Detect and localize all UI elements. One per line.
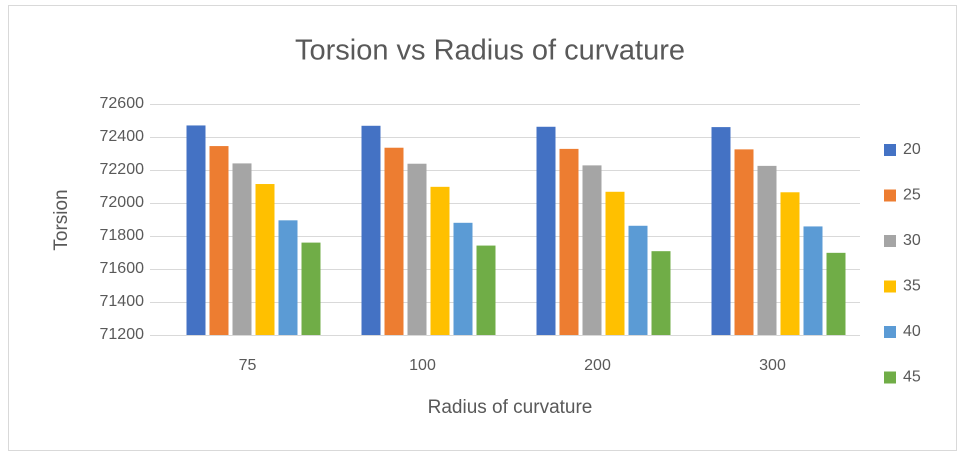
legend-label: 45 <box>903 369 921 386</box>
x-tick-label: 200 <box>584 357 611 374</box>
legend-swatch <box>884 144 896 156</box>
bar <box>734 149 754 335</box>
bar <box>278 220 298 335</box>
x-tick-label: 75 <box>239 357 257 374</box>
legend-swatch <box>884 326 896 338</box>
bar <box>361 125 381 335</box>
bar <box>711 127 731 335</box>
bar <box>384 147 404 335</box>
bar <box>255 184 275 335</box>
y-tick-label: 72400 <box>100 128 145 145</box>
x-axis-title: Radius of curvature <box>428 397 593 418</box>
bar <box>780 192 800 335</box>
x-tick-label: 100 <box>409 357 436 374</box>
legend-swatch <box>884 235 896 247</box>
y-tick-label: 72200 <box>100 161 145 178</box>
bar <box>628 225 648 335</box>
legend-label: 20 <box>903 141 921 158</box>
bar <box>453 222 473 335</box>
bar <box>209 146 229 335</box>
bar <box>803 226 823 335</box>
legend-swatch <box>884 189 896 202</box>
y-axis-title: Torsion <box>51 189 72 250</box>
bar <box>605 191 625 335</box>
bar <box>757 165 777 335</box>
chart-title: Torsion vs Radius of curvature <box>295 35 685 67</box>
y-tick-label: 71800 <box>100 227 145 244</box>
x-tick-label: 300 <box>759 357 786 374</box>
legend-swatch <box>884 371 896 384</box>
bar <box>476 245 496 335</box>
y-tick-label: 71400 <box>100 293 145 310</box>
bar <box>301 242 321 335</box>
y-tick-label: 71200 <box>100 326 145 343</box>
legend-label: 35 <box>903 278 921 295</box>
bar <box>232 163 252 335</box>
bar <box>186 125 206 335</box>
legend-label: 30 <box>903 232 921 249</box>
bar <box>536 126 556 336</box>
legend-label: 40 <box>903 323 921 340</box>
bar <box>651 251 671 335</box>
legend-label: 25 <box>903 187 921 204</box>
bar <box>407 163 427 335</box>
y-tick-label: 71600 <box>100 260 145 277</box>
y-tick-label: 72600 <box>100 95 145 112</box>
y-tick-label: 72000 <box>100 194 145 211</box>
bar <box>582 165 602 335</box>
bar <box>826 252 846 335</box>
legend-swatch <box>884 280 896 293</box>
bar <box>559 148 579 335</box>
bar <box>430 186 450 335</box>
